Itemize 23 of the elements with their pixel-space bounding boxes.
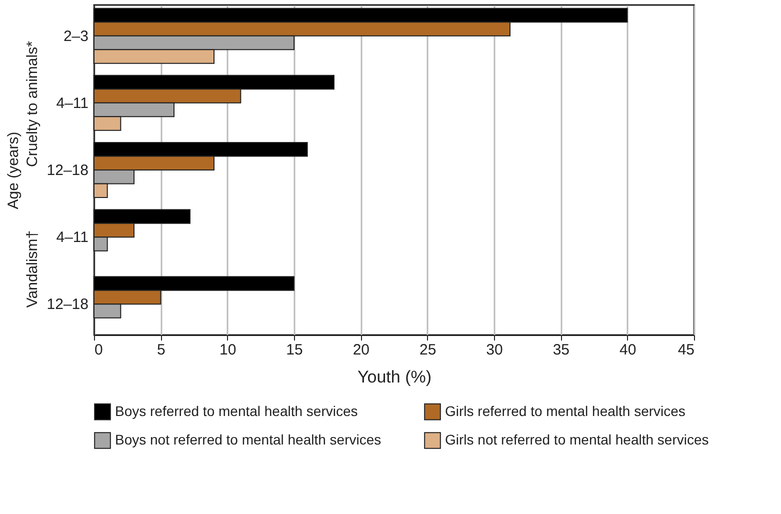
text: Cruelty to animals* [24, 40, 41, 167]
x-tick-label: 5 [156, 342, 166, 358]
y-tick-label: 4–11 [56, 229, 88, 246]
x-tick-label: 25 [419, 342, 436, 358]
x-tick-label: 20 [352, 342, 370, 358]
y-tick-label: 2–3 [63, 28, 88, 45]
legend-label: Boys not referred to mental health services [115, 432, 382, 448]
x-tick-label: 45 [678, 342, 694, 358]
x-tick-label: 35 [552, 342, 570, 358]
x-tick-label: 40 [619, 342, 636, 358]
legend-label: Girls not referred to mental health services [445, 432, 709, 448]
x-axis-title: Youth (%) [357, 368, 432, 386]
legend-label: Boys referred to mental health services [115, 402, 358, 419]
legend-label: Girls referred to mental health services [445, 402, 686, 419]
y-tick-label: 12–18 [46, 162, 88, 179]
y-axis-title: Age (years) [4, 132, 22, 210]
x-tick-label: 10 [219, 342, 236, 358]
y-tick-label: 4–11 [56, 94, 88, 112]
x-tick-label: 30 [486, 342, 503, 358]
x-tick-label: 15 [286, 342, 303, 358]
x-tick-label: 0 [94, 342, 103, 358]
y-tick-label: 12–18 [46, 296, 88, 314]
text: Vandalism† [24, 230, 41, 308]
